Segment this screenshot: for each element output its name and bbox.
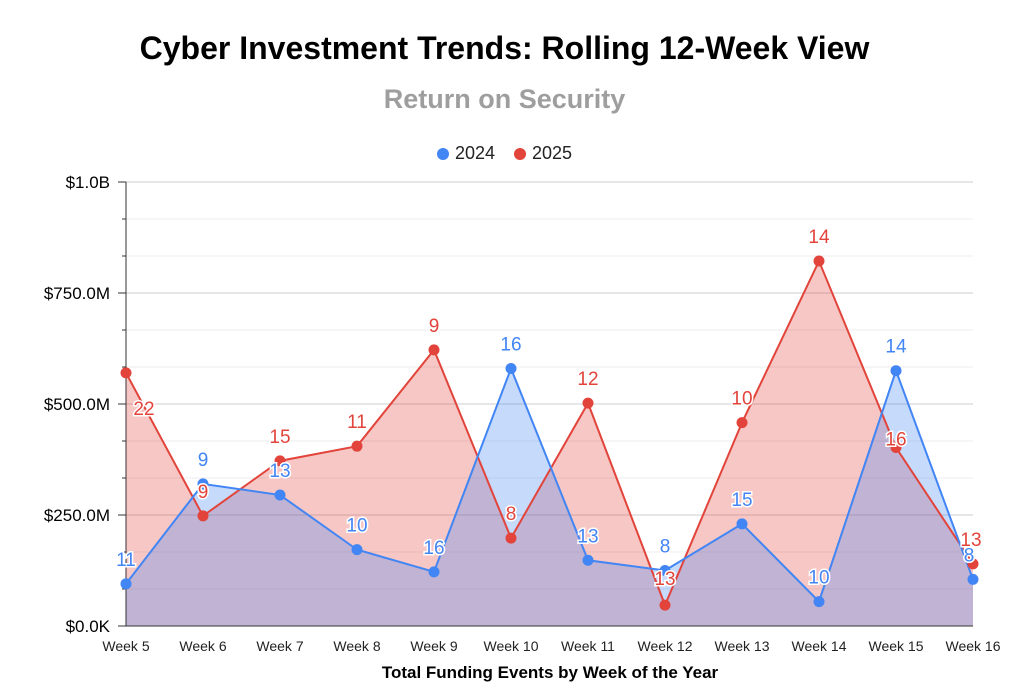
chart-subtitle: Return on Security xyxy=(383,84,626,114)
x-axis: Week 5 Week 6 Week 7 Week 8 Week 9 Week 10 Wee… xyxy=(102,638,1000,654)
data-label-2025: 12 xyxy=(577,369,598,390)
data-point-2025 xyxy=(505,532,517,544)
data-label-2025: 11 xyxy=(347,412,367,433)
data-label-2024: 10 xyxy=(346,516,367,537)
data-label-2024: 10 xyxy=(808,568,829,589)
data-point-2025 xyxy=(120,367,132,379)
x-tick-label: Week 9 xyxy=(410,638,457,654)
chart-title: Cyber Investment Trends: Rolling 12-Week… xyxy=(139,30,870,66)
data-point-2025 xyxy=(351,440,363,452)
data-point-2024 xyxy=(120,578,132,590)
gridlines xyxy=(126,181,973,590)
chart-legend: 2024 2025 xyxy=(0,143,1009,165)
series-2025 xyxy=(120,255,979,611)
x-tick-label: Week 15 xyxy=(869,638,924,654)
data-label-2025: 14 xyxy=(808,227,830,248)
data-point-2024 xyxy=(582,554,594,566)
data-point-2024 xyxy=(967,573,979,585)
x-tick-label: Week 7 xyxy=(256,638,303,654)
data-point-2025 xyxy=(967,558,979,570)
data-point-2024 xyxy=(274,489,286,501)
legend-item-2024[interactable]: 2024 xyxy=(436,143,495,164)
y-axis: $0.0K $250.0M $500.0M $750.0M $1.0B xyxy=(44,173,126,636)
y-tick-label: $500.0M xyxy=(44,395,110,414)
data-label-2025: 15 xyxy=(269,427,290,448)
data-point-2025 xyxy=(197,510,209,522)
data-labels-2024: 11 9 13 10 16 16 13 8 15 10 14 8 xyxy=(115,333,976,590)
data-label-2025: 13 xyxy=(960,530,981,551)
line-2024 xyxy=(125,365,974,604)
series-2024 xyxy=(120,362,979,608)
data-label-2024: 15 xyxy=(731,490,752,511)
y-tick-label: $0.0K xyxy=(66,617,111,636)
line-2025 xyxy=(125,258,974,608)
data-label-2025: 22 xyxy=(133,399,154,420)
data-point-2025 xyxy=(890,442,902,454)
data-point-2025 xyxy=(582,397,594,409)
y-tick-label: $750.0M xyxy=(44,284,110,303)
legend-marker-2024 xyxy=(436,147,449,160)
x-tick-label: Week 11 xyxy=(561,638,615,654)
data-label-2024: 16 xyxy=(500,334,521,355)
data-label-2025: 9 xyxy=(198,482,209,503)
x-tick-label: Week 5 xyxy=(102,638,149,654)
data-label-2025: 10 xyxy=(731,389,752,410)
data-label-2024: 13 xyxy=(577,526,598,547)
legend-label-2024: 2024 xyxy=(454,143,495,163)
data-point-2025 xyxy=(659,599,671,611)
data-point-2024 xyxy=(890,365,902,377)
data-label-2025: 13 xyxy=(654,569,675,590)
data-label-2024: 9 xyxy=(198,450,209,471)
data-label-2024: 14 xyxy=(885,337,907,358)
area-2024 xyxy=(126,368,973,626)
data-point-2024 xyxy=(659,565,671,576)
data-label-2024: 11 xyxy=(116,550,136,571)
data-point-2024 xyxy=(736,518,748,530)
x-axis-title: Total Funding Events by Week of the Year xyxy=(381,663,719,682)
x-tick-label: Week 13 xyxy=(715,638,770,654)
data-label-2024: 13 xyxy=(269,461,290,482)
x-tick-label: Week 16 xyxy=(946,638,1001,654)
data-point-2025 xyxy=(274,455,286,467)
x-tick-label: Week 6 xyxy=(179,638,226,654)
legend-label-2025: 2025 xyxy=(532,143,573,163)
data-point-2024 xyxy=(351,544,363,556)
data-point-2024 xyxy=(428,566,440,578)
y-tick-label: $250.0M xyxy=(44,506,110,525)
x-tick-label: Week 14 xyxy=(792,638,847,654)
data-label-2024: 8 xyxy=(964,545,975,566)
data-point-2025 xyxy=(813,255,825,267)
legend-item-2025[interactable]: 2025 xyxy=(514,143,572,164)
data-point-2024 xyxy=(505,362,517,374)
data-label-2025: 9 xyxy=(429,316,440,337)
data-point-2024 xyxy=(197,478,209,490)
legend-marker-2025 xyxy=(514,147,526,160)
y-tick-label: $1.0B xyxy=(66,173,110,192)
data-label-2024: 16 xyxy=(423,538,444,559)
data-point-2024 xyxy=(813,596,825,608)
data-labels-2025: 22 9 15 11 9 8 12 13 10 14 16 13 xyxy=(132,226,983,592)
x-tick-label: Week 10 xyxy=(484,638,539,654)
data-label-2024: 8 xyxy=(660,537,671,558)
data-point-2025 xyxy=(428,344,440,356)
x-tick-label: Week 8 xyxy=(333,638,380,654)
data-label-2025: 8 xyxy=(506,504,517,525)
x-tick-label: Week 12 xyxy=(638,638,693,654)
data-label-2025: 16 xyxy=(885,430,906,451)
data-point-2025 xyxy=(736,417,748,429)
